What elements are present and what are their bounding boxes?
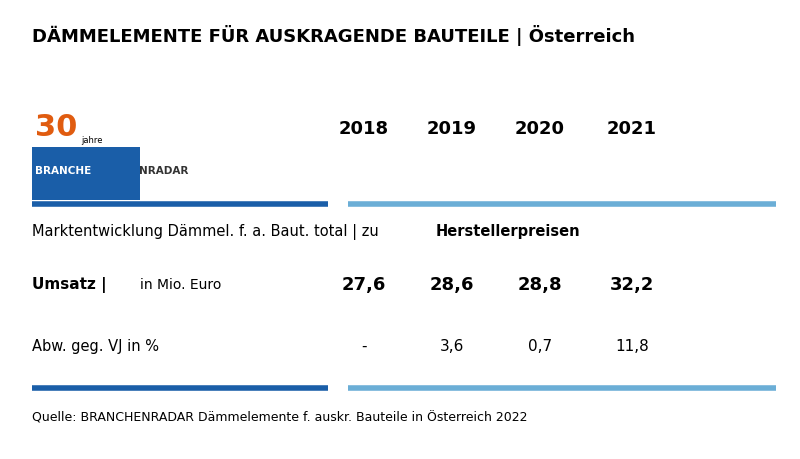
Text: NRADAR: NRADAR xyxy=(139,166,189,176)
Text: Abw. geg. VJ in %: Abw. geg. VJ in % xyxy=(32,339,159,354)
Text: 11,8: 11,8 xyxy=(615,339,649,354)
Bar xyxy=(32,147,140,200)
Text: 2019: 2019 xyxy=(427,119,477,138)
Text: Herstellerpreisen: Herstellerpreisen xyxy=(436,224,581,239)
Text: 27,6: 27,6 xyxy=(342,275,386,294)
Text: 2020: 2020 xyxy=(515,119,565,138)
Text: 2021: 2021 xyxy=(607,119,657,138)
Text: BRANCHE: BRANCHE xyxy=(35,166,91,176)
Text: 28,8: 28,8 xyxy=(518,275,562,294)
Text: 3,6: 3,6 xyxy=(440,339,464,354)
Text: -: - xyxy=(362,339,366,354)
Text: 0,7: 0,7 xyxy=(528,339,552,354)
Text: Umsatz |: Umsatz | xyxy=(32,277,106,292)
Text: 30: 30 xyxy=(35,113,78,142)
Text: 28,6: 28,6 xyxy=(430,275,474,294)
Text: DÄMMELEMENTE FÜR AUSKRAGENDE BAUTEILE | Österreich: DÄMMELEMENTE FÜR AUSKRAGENDE BAUTEILE | … xyxy=(32,25,635,46)
Text: in Mio. Euro: in Mio. Euro xyxy=(140,278,222,291)
Text: Marktentwicklung Dämmel. f. a. Baut. total | zu: Marktentwicklung Dämmel. f. a. Baut. tot… xyxy=(32,224,383,240)
Text: 2018: 2018 xyxy=(339,119,389,138)
Text: 32,2: 32,2 xyxy=(610,275,654,294)
Text: jahre: jahre xyxy=(82,135,103,145)
Text: Quelle: BRANCHENRADAR Dämmelemente f. auskr. Bauteile in Österreich 2022: Quelle: BRANCHENRADAR Dämmelemente f. au… xyxy=(32,411,527,424)
